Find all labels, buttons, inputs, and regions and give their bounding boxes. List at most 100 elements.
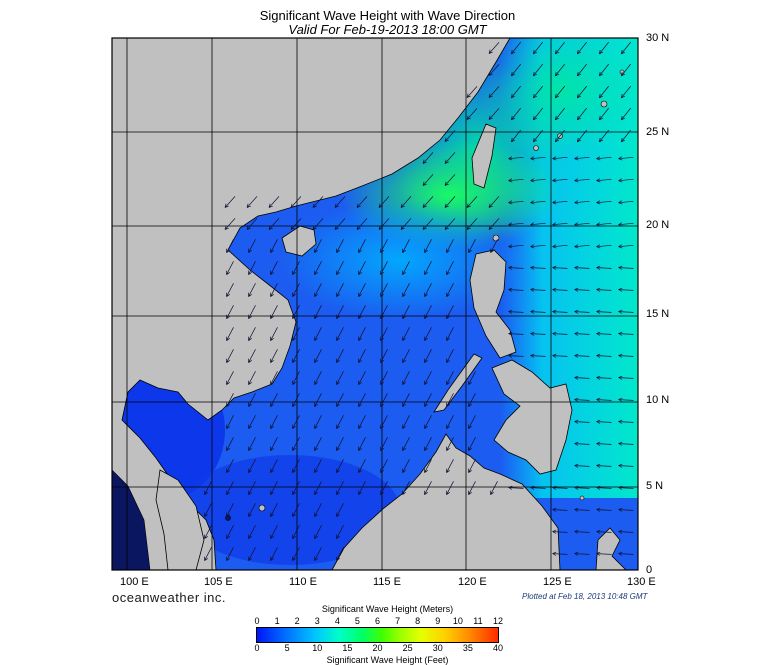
wave-arrow (314, 239, 322, 253)
wave-arrow (292, 261, 300, 275)
wave-arrow (270, 547, 278, 561)
wave-arrow (530, 244, 546, 249)
wave-arrow (358, 305, 366, 319)
wave-arrow (270, 283, 278, 297)
wave-arrow (618, 441, 634, 446)
wave-arrow (334, 196, 346, 208)
wave-arrow (576, 129, 587, 143)
wave-arrow (402, 305, 410, 319)
wave-arrow (618, 419, 634, 424)
wave-arrow (618, 222, 634, 227)
wave-arrow (596, 551, 612, 556)
wave-arrow (444, 152, 456, 164)
wave-arrow (224, 196, 236, 208)
wave-arrow (552, 309, 568, 314)
wave-arrow (530, 222, 546, 227)
meters-tick-label: 6 (374, 616, 381, 626)
wave-arrow (596, 529, 612, 534)
wave-arrow (380, 239, 388, 253)
wave-arrow (314, 349, 322, 363)
wave-arrow (336, 525, 344, 539)
wave-arrow (596, 309, 612, 314)
island (492, 234, 500, 242)
wave-arrow (226, 371, 234, 385)
wave-arrow (618, 287, 634, 292)
wave-arrow (574, 178, 590, 183)
wave-arrow (424, 349, 432, 363)
wave-arrow (358, 393, 366, 407)
wave-arrow (596, 156, 612, 161)
wave-arrow (618, 397, 634, 402)
lon-label-120e: 120 E (458, 576, 487, 588)
wave-arrow (598, 41, 609, 55)
wave-arrow (552, 551, 568, 556)
wave-arrow (226, 415, 234, 429)
wave-arrow (290, 218, 302, 230)
wave-arrow (402, 393, 410, 407)
land-taiwan (471, 123, 497, 189)
wave-arrow (618, 156, 634, 161)
wave-arrow (530, 309, 546, 314)
wave-arrow (446, 305, 454, 319)
wave-arrow (248, 327, 256, 341)
plotted-timestamp: Plotted at Feb 18, 2013 10:48 GMT (522, 592, 648, 601)
wave-arrow (226, 481, 234, 495)
wave-arrow (574, 375, 590, 380)
wave-arrow (596, 331, 612, 336)
wave-arrow (358, 459, 366, 473)
wave-arrow (574, 331, 590, 336)
wave-arrow (446, 283, 454, 297)
wave-arrow (422, 152, 434, 164)
land-sulawesi (595, 527, 627, 570)
wave-arrow (620, 41, 631, 55)
wave-arrow (248, 371, 256, 385)
wave-arrow (598, 85, 609, 99)
wave-arrow (618, 463, 634, 468)
wave-arrow (226, 547, 234, 561)
wave-arrow (248, 261, 256, 275)
wave-arrow (552, 331, 568, 336)
wave-arrow (336, 547, 344, 561)
wave-arrow (248, 349, 256, 363)
wave-arrow (466, 218, 478, 230)
wave-arrow (552, 244, 568, 249)
land-luzon (469, 249, 517, 359)
land-palawan (433, 353, 483, 413)
wave-arrow (508, 353, 524, 358)
wave-arrow (574, 529, 590, 534)
wave-arrow (532, 63, 543, 77)
wave-arrow (270, 459, 278, 473)
wave-arrow (618, 529, 634, 534)
wave-arrow (402, 283, 410, 297)
wave-arrow (402, 261, 410, 275)
wave-arrow (336, 437, 344, 451)
wave-arrow (618, 375, 634, 380)
wave-arrow (336, 327, 344, 341)
wave-arrow (378, 196, 390, 208)
calm-southern-scs (180, 455, 400, 565)
island (600, 100, 608, 108)
wave-arrow (530, 156, 546, 161)
wave-arrow (292, 393, 300, 407)
wave-arrow (292, 327, 300, 341)
wave-arrow (488, 42, 500, 54)
wave-arrow (488, 196, 500, 208)
wave-arrow (620, 63, 631, 77)
meters-tick-label: 1 (274, 616, 280, 626)
lon-label-100e: 100 E (120, 576, 149, 588)
wave-arrow (598, 129, 609, 143)
wave-arrow (336, 371, 344, 385)
wave-arrow (314, 437, 322, 451)
wave-arrow (248, 525, 256, 539)
wave-arrow (446, 393, 454, 407)
wave-arrow (336, 261, 344, 275)
wave-arrow (530, 200, 546, 205)
wave-arrow (402, 459, 410, 473)
wave-arrow (446, 437, 454, 451)
wave-arrow (530, 265, 546, 270)
wave-arrow (508, 178, 524, 183)
wave-arrow (248, 437, 256, 451)
wave-arrow (336, 239, 344, 253)
wave-arrow (574, 419, 590, 424)
wave-arrow (508, 222, 524, 227)
